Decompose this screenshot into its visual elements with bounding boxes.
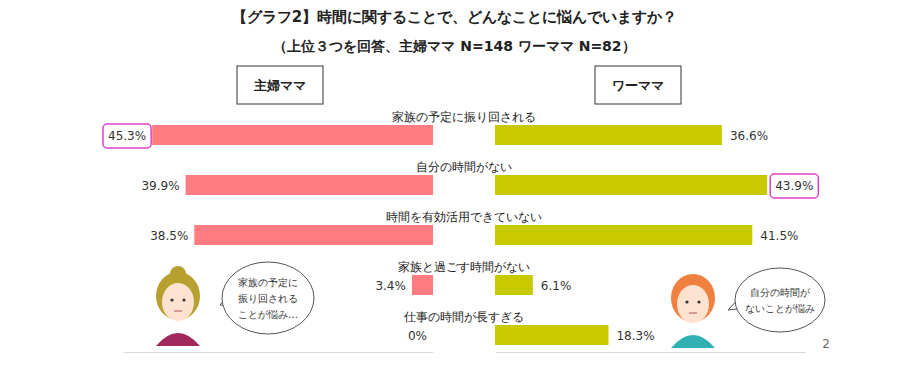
page-number: 2 <box>822 337 830 351</box>
speech-outline <box>735 268 825 332</box>
figure-mouth <box>689 313 697 314</box>
speech-text: ないことが悩み <box>745 303 815 314</box>
series-label-frame <box>595 66 681 104</box>
speech-bubble: 家族の予定に振り回されることが悩み… <box>220 262 314 334</box>
speech-bubble: 自分の時間がないことが悩み <box>728 268 825 332</box>
data-label: 18.3% <box>616 329 654 343</box>
data-label: 0% <box>408 329 427 343</box>
figure-eye <box>685 300 688 303</box>
bar <box>495 275 533 295</box>
category-label: 自分の時間がない <box>416 160 512 174</box>
bar <box>495 225 752 245</box>
speech-text: 振り回される <box>238 293 298 304</box>
x-axis-line <box>124 352 434 353</box>
bar <box>495 175 767 195</box>
figure-eye <box>182 298 185 301</box>
figure-eye <box>170 298 173 301</box>
bar <box>186 175 433 195</box>
bar <box>433 325 434 345</box>
category-label: 仕事の時間が長すぎる <box>403 310 524 324</box>
bar <box>495 325 608 345</box>
category-label: 時間を有効活用できていない <box>386 210 542 224</box>
category-label: 家族の予定に振り回される <box>392 110 536 124</box>
bar <box>412 275 433 295</box>
bars <box>495 125 767 345</box>
subtitle: （上位３つを回答、主婦ママ N=148 ワーママ N=82） <box>273 38 635 54</box>
data-label: 45.3% <box>108 129 146 143</box>
figure-hair <box>671 274 715 322</box>
title: 【グラフ2】時間に関することで、どんなことに悩んでいますか？ <box>232 8 677 26</box>
series-label-frame <box>237 66 323 104</box>
figure-mouth <box>174 311 182 312</box>
category-label: 家族と過ごす時間がない <box>398 260 530 274</box>
bar <box>495 125 722 145</box>
figure-face <box>162 283 194 321</box>
data-label: 6.1% <box>541 279 572 293</box>
figure-body <box>671 335 715 348</box>
highlight-frame <box>770 174 818 198</box>
data-label: 41.5% <box>760 229 798 243</box>
figure-face <box>677 285 709 323</box>
highlight-frame <box>103 124 151 148</box>
bar <box>194 225 433 245</box>
x-axis <box>124 352 434 353</box>
speech-text: 自分の時間が <box>750 287 811 298</box>
figure-body <box>156 333 200 346</box>
speech-outline <box>222 262 314 334</box>
figure <box>671 274 715 348</box>
series-label: 主婦ママ <box>253 78 306 93</box>
data-label: 38.5% <box>150 229 188 243</box>
data-label: 3.4% <box>375 279 406 293</box>
data-label: 43.9% <box>775 179 813 193</box>
data-label: 39.9% <box>141 179 179 193</box>
chart: 【グラフ2】時間に関することで、どんなことに悩んでいますか？ （上位３つを回答、主… <box>0 0 909 374</box>
figure-hair <box>156 272 200 320</box>
speech-text: ことが悩み… <box>238 309 298 320</box>
series-label-box: 主婦ママ <box>237 66 323 104</box>
figure-eye <box>697 300 700 303</box>
data-label: 36.6% <box>730 129 768 143</box>
series-label-box: ワーママ <box>595 66 681 104</box>
figure <box>156 266 200 346</box>
speech-text: 家族の予定に <box>238 277 298 288</box>
series-label: ワーママ <box>612 78 664 93</box>
bar <box>152 125 433 145</box>
x-axis-line <box>496 352 806 353</box>
x-axis <box>496 352 806 353</box>
